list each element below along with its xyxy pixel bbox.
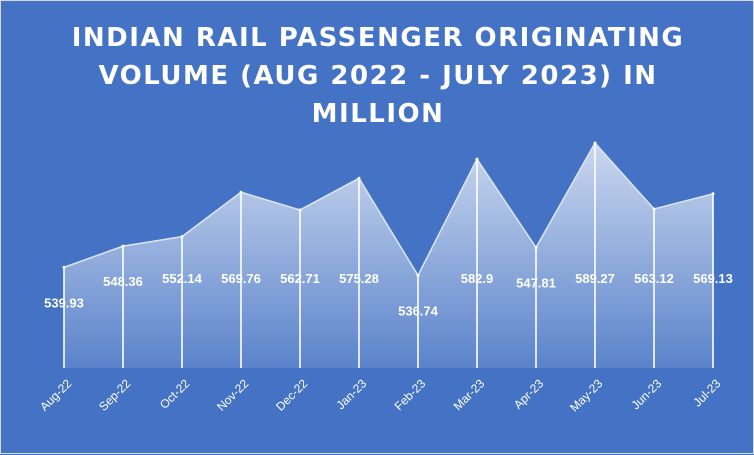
data-label: 562.71 — [280, 271, 320, 286]
data-label: 582.9 — [461, 271, 494, 286]
x-tick-label: Sep-22 — [96, 376, 133, 413]
x-tick-label: Feb-23 — [392, 376, 429, 413]
data-point — [180, 235, 184, 239]
chart-title: INDIAN RAIL PASSENGER ORIGINATING VOLUME… — [71, 23, 685, 129]
data-label: 563.12 — [634, 271, 674, 286]
data-label: 539.93 — [44, 295, 84, 310]
x-tick-label: Mar-23 — [451, 376, 488, 413]
data-point — [711, 192, 715, 196]
x-tick-label: Jan-23 — [333, 376, 369, 412]
data-point — [298, 208, 302, 212]
x-tick-label: Oct-22 — [157, 376, 193, 412]
data-point — [239, 190, 243, 194]
data-point — [593, 141, 597, 145]
series-area — [64, 143, 713, 368]
data-point — [357, 176, 361, 180]
data-label: 548.36 — [103, 274, 143, 289]
data-label: 569.13 — [693, 271, 733, 286]
data-point — [121, 244, 125, 248]
x-tick-label: May-23 — [567, 376, 605, 414]
data-point — [534, 246, 538, 250]
data-label: 589.27 — [575, 271, 615, 286]
x-tick-label: Apr-23 — [511, 376, 547, 412]
x-tick-label: Nov-22 — [214, 376, 251, 413]
data-label: 552.14 — [162, 271, 203, 286]
data-point — [652, 207, 656, 211]
series-line — [63, 141, 714, 277]
data-point — [62, 265, 66, 269]
data-label: 547.81 — [516, 276, 556, 291]
x-tick-label: Jun-23 — [628, 376, 664, 412]
data-label: 536.74 — [398, 303, 439, 318]
x-tick-label: Jul-23 — [690, 376, 723, 409]
data-point — [475, 157, 479, 161]
data-label: 569.76 — [221, 271, 261, 286]
data-point — [416, 273, 420, 277]
x-tick-label: Dec-22 — [273, 376, 310, 413]
x-tick-label: Aug-22 — [37, 376, 74, 413]
data-label: 575.28 — [339, 271, 379, 286]
